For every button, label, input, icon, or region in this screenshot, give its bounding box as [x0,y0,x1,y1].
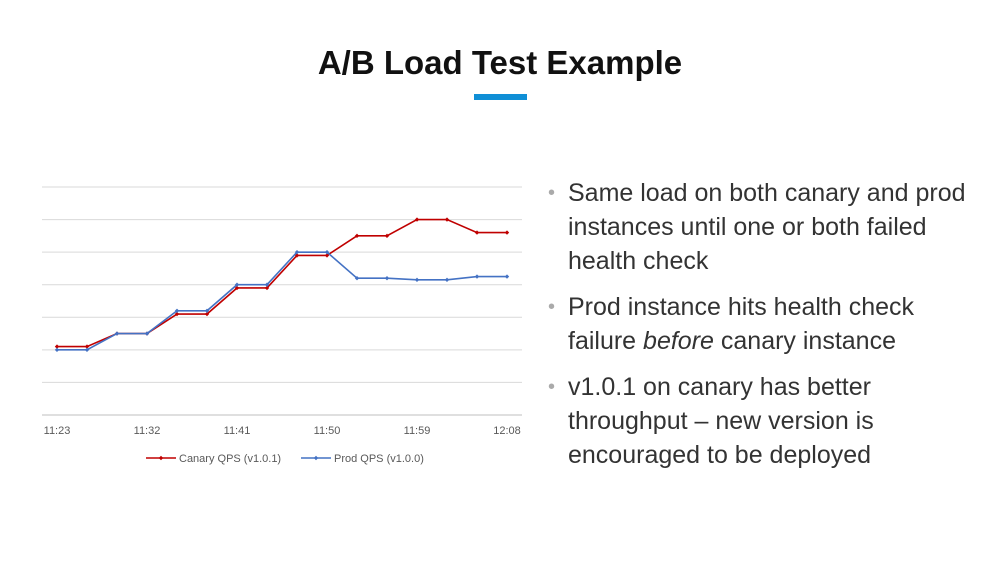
bullet-text-before: Prod instance hits health check failure [568,293,915,355]
series-1-point [384,276,390,281]
series-0-point [504,230,510,235]
bullet-emphasis: before [643,327,714,355]
x-tick-label: 11:59 [404,425,431,437]
series-1-point [54,347,60,353]
series-0-point [384,233,390,239]
bullet-text-after: canary instance [713,327,896,355]
bullet-text: Same load on both canary and prod instan… [568,179,966,275]
series-1-point [294,249,300,255]
legend-label: Prod QPS (v1.0.0) [334,453,424,465]
series-0-point [54,344,60,349]
bullet-list: • Same load on both canary and prod inst… [548,176,988,484]
series-1-point [144,331,150,336]
series-0-point [414,217,420,222]
series-1-point [84,347,90,353]
series-0-point [354,233,360,239]
line-chart: 11:23 11:32 11:41 11:50 11:59 12:08 Canary QPS… [42,186,522,465]
x-tick-label: 12:08 [493,425,521,437]
series-1-point [264,282,270,287]
bullet-item: • v1.0.1 on canary has better throughput… [548,370,988,472]
series-0-point [474,230,480,235]
series-0-point [174,311,180,317]
series-1-point [414,277,420,283]
series-0-point [204,311,210,317]
series-0-point [324,253,330,258]
bullet-item: • Same load on both canary and prod inst… [548,176,988,278]
legend-label: Canary QPS (v1.0.1) [179,453,281,465]
x-tick-label: 11:50 [314,425,341,437]
x-tick-label: 11:41 [224,425,251,437]
series-1-point [174,308,180,313]
slide-title: A/B Load Test Example [317,44,683,81]
x-tick-label: 11:23 [44,425,71,437]
series-line-1 [57,251,507,351]
series-1-point [204,308,210,313]
bullet-text: v1.0.1 on canary has better throughput –… [568,373,874,469]
series-0-point [234,285,240,291]
bullet-dot-icon: • [548,182,556,204]
series-0-point [264,285,270,291]
series-1-point [504,274,510,279]
title-underline [474,94,527,100]
series-1-point [114,331,120,336]
series-0-point [444,217,450,222]
series-1-point [474,274,480,279]
series-1-point [324,249,330,255]
series-1-point [234,282,240,287]
series-1-point [444,277,450,283]
legend-marker-1 [313,455,319,461]
series-line-0 [57,218,507,348]
legend-marker-0 [158,455,164,461]
bullet-dot-icon: • [548,296,556,318]
bullet-dot-icon: • [548,376,556,398]
series-1-point [354,276,360,281]
series-0-point [84,344,90,349]
x-tick-label: 11:32 [134,425,161,437]
bullet-item: • Prod instance hits health check failur… [548,290,988,358]
